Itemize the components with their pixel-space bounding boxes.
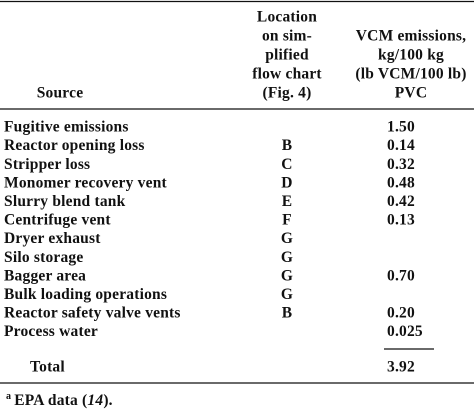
emission-cell: 1.50: [387, 119, 415, 136]
source-cell: Dryer exhaust: [4, 230, 101, 247]
header-source: Source: [37, 85, 84, 102]
location-cell: G: [281, 267, 293, 284]
header-emissions: (lb VCM/100 lb): [355, 66, 466, 83]
location-cell: F: [282, 212, 292, 229]
source-cell: Centrifuge vent: [4, 212, 111, 229]
location-cell: G: [281, 230, 293, 247]
location-cell: G: [281, 249, 293, 266]
source-cell: Reactor safety valve vents: [4, 305, 181, 322]
emission-cell: 0.70: [387, 267, 415, 284]
source-cell: Stripper loss: [4, 156, 90, 173]
source-cell: Slurry blend tank: [4, 193, 126, 210]
emission-cell: 0.20: [387, 305, 415, 322]
header-emissions: PVC: [395, 85, 427, 102]
source-cell: Reactor opening loss: [4, 137, 145, 154]
emission-cell: 0.48: [387, 174, 415, 191]
total-value: 3.92: [387, 359, 415, 376]
footnote-ref: 14: [87, 392, 103, 409]
source-cell: Process water: [4, 323, 98, 340]
location-cell: B: [282, 305, 293, 322]
header-emissions: VCM emissions,: [356, 28, 466, 45]
location-cell: G: [281, 286, 293, 303]
emission-cell: 0.13: [387, 212, 415, 229]
footnote-text: EPA data (: [14, 392, 87, 409]
source-cell: Bulk loading operations: [4, 286, 167, 303]
source-cell: Fugitive emissions: [4, 119, 129, 136]
source-cell: Bagger area: [4, 267, 86, 284]
header-emissions: kg/100 kg: [378, 47, 444, 64]
footnote-marker: a: [6, 391, 11, 402]
footnote: a EPA data (14).: [6, 391, 113, 408]
emission-cell: 0.32: [387, 156, 415, 173]
source-cell: Silo storage: [4, 249, 83, 266]
header-location: plified: [265, 47, 309, 64]
location-cell: C: [281, 156, 292, 173]
emission-cell: 0.14: [387, 137, 415, 154]
footnote-end: ).: [103, 392, 112, 409]
emission-cell: 0.42: [387, 193, 415, 210]
header-location: flow chart: [252, 66, 322, 83]
emission-cell: 0.025: [387, 323, 423, 340]
location-cell: D: [281, 174, 292, 191]
location-cell: E: [282, 193, 293, 210]
total-label: Total: [30, 359, 65, 376]
header-location: on sim-: [262, 28, 312, 45]
header-location: (Fig. 4): [263, 85, 312, 102]
header-location: Location: [257, 9, 317, 26]
location-cell: B: [282, 137, 293, 154]
source-cell: Monomer recovery vent: [4, 174, 168, 191]
